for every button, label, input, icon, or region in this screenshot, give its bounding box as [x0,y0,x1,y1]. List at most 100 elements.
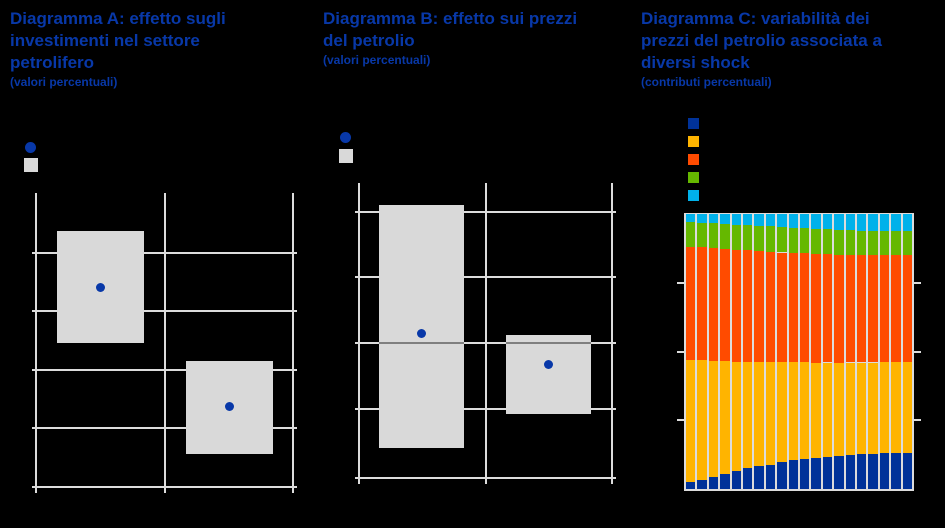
bar-segment-shock-light-blue [777,214,787,228]
bar-segment-shock-dark-blue [754,466,764,489]
panel-a-title-block: Diagramma A: effetto sugli investimenti … [10,8,315,90]
bar-segment-shock-red [743,250,753,362]
bar-segment-shock-green [891,230,901,255]
panel-a-title-line-2: investimenti nel settore [10,31,200,50]
bar-segment-shock-amber [868,362,878,454]
bar-segment-shock-red [754,251,764,362]
bar-segment-shock-light-blue [788,214,798,228]
axis-line [611,183,613,484]
point-estimate-dot [544,359,553,369]
axis-line [32,486,297,488]
bar-segment-shock-red [845,254,855,363]
bar-segment-shock-green [879,230,890,255]
bar-segment-shock-dark-blue [879,452,890,489]
bar-segment-shock-amber [754,361,764,467]
bar-segment-shock-amber [811,362,821,458]
legend-series-marker-shock-dark-blue [688,118,699,129]
range-box [506,335,591,414]
bar-segment-shock-light-blue [754,214,764,226]
bar-segment-shock-light-blue [845,214,855,231]
bar-segment-shock-red [697,247,707,361]
bar-segment-shock-green [743,225,753,251]
bar-segment-shock-amber [765,361,776,465]
panel-a-title-line-3: petrolifero [10,53,95,72]
bar-segment-shock-green [720,223,730,249]
bar-segment-shock-light-blue [902,214,912,231]
y-tick [914,281,921,284]
bar-segment-shock-red [822,254,833,363]
bar-segment-shock-amber [743,361,753,469]
bar-segment-shock-green [754,225,764,252]
bar-segment-shock-red [686,246,696,361]
bar-segment-shock-red [777,252,787,363]
bar-segment-shock-amber [708,360,719,478]
bar-segment-shock-amber [731,361,741,472]
bar-segment-shock-green [811,228,821,254]
bar-segment-shock-light-blue [731,214,741,225]
bar-segment-shock-red [731,249,741,362]
bar-segment-shock-amber [788,362,798,461]
bar-segment-shock-light-blue [857,214,867,231]
bar-segment-shock-light-blue [765,214,776,227]
legend-series-marker-shock-light-blue [688,190,699,201]
bar-segment-shock-amber [686,360,696,482]
bar-segment-shock-light-blue [708,214,719,224]
zero-line [379,342,464,344]
bar-segment-shock-green [834,229,844,255]
panel-b-title-line-1: Diagramma B: effetto sui prezzi [323,9,578,28]
bar-segment-shock-light-blue [891,214,901,231]
bar-segment-shock-dark-blue [811,457,821,489]
bar-segment-shock-red [857,254,867,363]
bar-segment-shock-amber [697,360,707,481]
bar-segment-shock-red [902,254,912,363]
zero-line [506,342,591,344]
bar-segment-shock-dark-blue [697,480,707,489]
bar-segment-shock-amber [800,362,810,459]
bar-segment-shock-dark-blue [857,454,867,489]
bar-segment-shock-dark-blue [765,464,776,489]
bar-segment-shock-red [708,248,719,361]
bar-segment-shock-dark-blue [868,453,878,489]
legend-point-marker [340,132,351,143]
panel-c-title-block: Diagramma C: variabilità dei prezzi del … [641,8,945,90]
bar-segment-shock-light-blue [822,214,833,230]
bar-segment-shock-dark-blue [788,460,798,489]
bar-segment-shock-green [822,229,833,255]
bar-segment-shock-dark-blue [777,462,787,489]
bar-segment-shock-green [686,222,696,247]
panel-b-title-block: Diagramma B: effetto sui prezzi del petr… [323,8,628,68]
bar-segment-shock-amber [834,362,844,456]
bar-segment-shock-light-blue [800,214,810,229]
bar-segment-shock-light-blue [811,214,821,229]
axis-line [35,193,37,493]
range-box [379,205,464,449]
y-tick [677,350,684,353]
bar-segment-shock-red [765,251,776,362]
bar-segment-shock-red [868,254,878,363]
bar-segment-shock-green [845,230,855,255]
bar-segment-shock-green [857,230,867,255]
bar-segment-shock-green [765,226,776,252]
bar-segment-shock-dark-blue [834,455,844,489]
axis-line [358,183,360,484]
bar-segment-shock-dark-blue [731,471,741,489]
bar-segment-shock-red [834,254,844,363]
axis-line [292,193,294,493]
bar-segment-shock-amber [720,361,730,475]
bar-segment-shock-red [800,253,810,363]
y-tick [677,419,684,422]
bar-segment-shock-green [708,223,719,249]
legend-range-marker [339,149,353,163]
legend-series-marker-shock-amber [688,136,699,147]
bar-segment-shock-green [788,227,798,254]
bar-segment-shock-red [811,253,821,363]
panel-a-title-line-1: Diagramma A: effetto sugli [10,9,226,28]
bar-segment-shock-dark-blue [902,453,912,489]
bar-segment-shock-red [879,254,890,363]
bar-segment-shock-green [868,230,878,255]
bar-segment-shock-dark-blue [708,477,719,489]
bar-segment-shock-red [720,248,730,362]
bar-segment-shock-green [777,227,787,253]
y-tick [914,419,921,422]
